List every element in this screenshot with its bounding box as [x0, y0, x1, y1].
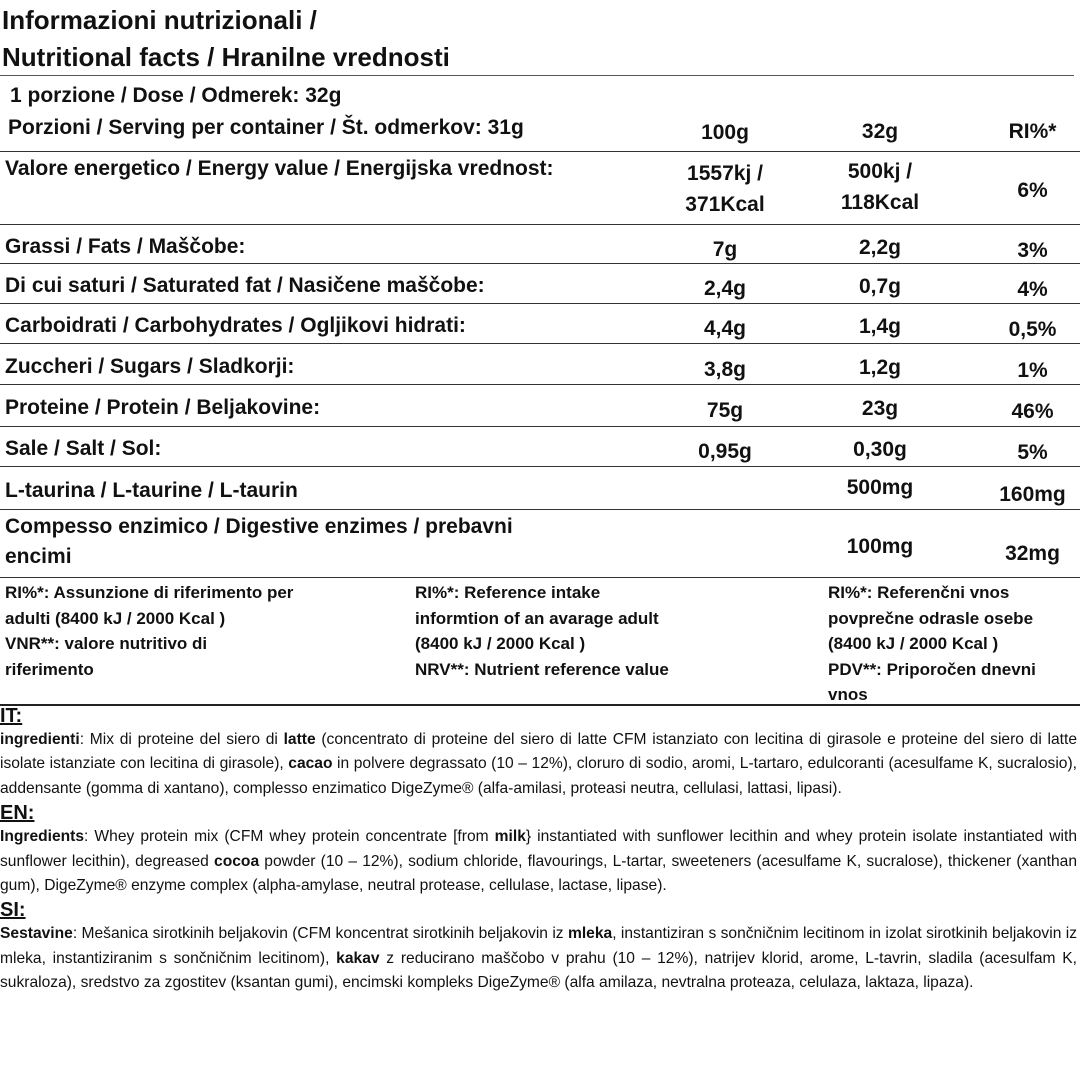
- servings-label: Porzioni / Serving per container / Št. o…: [8, 116, 524, 139]
- value-ri: 32mg: [1005, 542, 1060, 565]
- table-header: 1 porzione / Dose / Odmerek: 32g Porzion…: [0, 78, 1080, 152]
- ingredient-text-segment: in polvere degrassato (10 – 12%), clorur…: [0, 755, 1077, 797]
- value-ri: 0,5%: [1008, 318, 1057, 341]
- table-row: Zuccheri / Sugars / Sladkorji: 3,8g 1,2g 1%: [0, 344, 1080, 385]
- table-row: Sale / Salt / Sol: 0,95g 0,30g 5%: [0, 427, 1080, 467]
- value-ri: 3%: [1017, 238, 1048, 262]
- value-32g: 0,7g: [858, 275, 902, 298]
- value-100g: 2,4g: [703, 277, 747, 300]
- ingredients-heading: IT:: [0, 705, 23, 727]
- value-32g: 0,30g: [853, 438, 907, 461]
- table-row: Grassi / Fats / Maščobe: 7g 2,2g 3%: [0, 225, 1080, 264]
- table-row: Compesso enzimico / Digestive enzimes / …: [0, 510, 1080, 578]
- ingredient-text-segment: : Mešanica sirotkinih beljakovin (CFM ko…: [72, 925, 568, 943]
- value-100g: 1557kj / 371Kcal: [685, 162, 765, 216]
- value-ri: 6%: [1017, 179, 1048, 202]
- ingredient-highlight: latte: [283, 731, 316, 748]
- ingredient-highlight: cocoa: [214, 852, 260, 870]
- table-row: Di cui saturi / Saturated fat / Nasičene…: [0, 264, 1080, 304]
- footnote-it-vnr: VNR**: valore nutritivo di riferimento: [5, 634, 208, 679]
- footnote-it-ri: RI%*: Assunzione di riferimento per adul…: [5, 583, 294, 628]
- ingredients-text: Ingredients: Whey protein mix (CFM whey …: [0, 825, 1077, 898]
- footnote-en-nrv: NRV**: Nutrient reference value: [415, 659, 669, 679]
- ingredients-heading: SI:: [0, 899, 26, 922]
- ingredient-highlight: milk: [494, 828, 526, 846]
- footnote-si-ri: RI%*: Referenčni vnos povprečne odrasle …: [828, 583, 1034, 653]
- footnotes: RI%*: Assunzione di riferimento per adul…: [0, 578, 1080, 706]
- value-ri: 160mg: [999, 482, 1066, 506]
- ingredient-highlight: Ingredients: [0, 828, 85, 846]
- value-100g: 3,8g: [703, 357, 747, 381]
- value-32g: 500mg: [846, 475, 914, 499]
- value-32g: 1,4g: [858, 315, 902, 338]
- nutrient-label: Grassi / Fats / Maščobe:: [5, 234, 246, 258]
- title-line-1: Informazioni nutrizionali /: [2, 5, 317, 35]
- page-title: Informazioni nutrizionali / Nutritional …: [2, 2, 450, 76]
- ingredient-text-segment: : Mix di proteine del siero di: [79, 731, 284, 748]
- col-header-32g: 32g: [861, 120, 899, 143]
- value-100g: 75g: [706, 399, 744, 422]
- ingredient-highlight: cacao: [288, 755, 333, 773]
- value-ri: 4%: [1017, 278, 1048, 301]
- ingredient-text-segment: z reducirano maščobo v prahu (10 – 12%),…: [0, 949, 1078, 992]
- nutrient-label: Carboidrati / Carbohydrates / Ogljikovi …: [5, 314, 466, 337]
- ingredients-heading: EN:: [0, 802, 35, 825]
- nutrient-label: Valore energetico / Energy value / Energ…: [5, 157, 554, 180]
- table-row: L-taurina / L-taurine / L-taurin 500mg 160…: [0, 467, 1080, 510]
- value-ri: 1%: [1017, 358, 1048, 382]
- ingredients-text: Sestavine: Mešanica sirotkinih beljakovi…: [0, 922, 1077, 995]
- value-32g: 500kj / 118Kcal: [840, 160, 920, 214]
- ingredient-text-segment: powder (10 – 12%), sodium chloride, flav…: [0, 852, 1078, 895]
- ingredient-text-segment: } instantiated with sunflower lecithin a…: [0, 828, 1077, 870]
- value-ri: 46%: [1011, 400, 1054, 423]
- ingredients-section: IT: ingredienti: Mix di proteine del sier…: [0, 704, 1077, 996]
- ingredient-text-segment: , instantiziran s sončničnim lecitinom i…: [0, 925, 1077, 967]
- ingredient-highlight: mleka: [567, 925, 613, 943]
- value-32g: 2,2g: [858, 235, 902, 259]
- col-header-100g: 100g: [701, 121, 749, 144]
- value-ri: 5%: [1017, 441, 1048, 464]
- ingredient-text-segment: (concentrato di proteine del siero di la…: [0, 731, 1077, 773]
- table-row: Proteine / Protein / Beljakovine: 75g 23g 4…: [0, 385, 1080, 427]
- ingredient-text-segment: : Whey protein mix (CFM whey protein con…: [84, 828, 495, 846]
- title-line-2: Nutritional facts / Hranilne vrednosti: [2, 42, 450, 72]
- nutrient-label: Di cui saturi / Saturated fat / Nasičene…: [5, 274, 485, 297]
- footnote-si-pdv: PDV**: Priporočen dnevni vnos: [828, 659, 1036, 705]
- ingredients-text: ingredienti: Mix di proteine del siero d…: [0, 728, 1077, 801]
- col-header-ri: RI%*: [1008, 120, 1057, 143]
- ingredient-highlight: Sestavine: [0, 925, 73, 943]
- footnote-en-ri: RI%*: Reference intake informtion of an …: [415, 583, 659, 653]
- ingredient-highlight: ingredienti: [0, 731, 80, 748]
- nutrient-label: Zuccheri / Sugars / Sladkorji:: [5, 354, 295, 378]
- value-100g: 4,4g: [703, 317, 747, 340]
- nutrient-label: Proteine / Protein / Beljakovine:: [5, 396, 321, 419]
- divider: [0, 75, 1074, 76]
- value-32g: 100mg: [846, 535, 914, 558]
- value-100g: 7g: [712, 237, 738, 261]
- value-32g: 1,2g: [858, 355, 902, 379]
- value-100g: 0,95g: [698, 440, 752, 463]
- table-row: Valore energetico / Energy value / Energ…: [0, 152, 1080, 225]
- table-row: Carboidrati / Carbohydrates / Ogljikovi …: [0, 304, 1080, 344]
- nutrient-label: L-taurina / L-taurine / L-taurin: [5, 478, 298, 502]
- nutrient-label: Sale / Salt / Sol:: [5, 437, 162, 460]
- value-32g: 23g: [861, 397, 899, 420]
- nutrient-label: Compesso enzimico / Digestive enzimes / …: [5, 515, 513, 568]
- ingredient-highlight: kakav: [336, 949, 380, 967]
- dose-label: 1 porzione / Dose / Odmerek: 32g: [10, 84, 342, 107]
